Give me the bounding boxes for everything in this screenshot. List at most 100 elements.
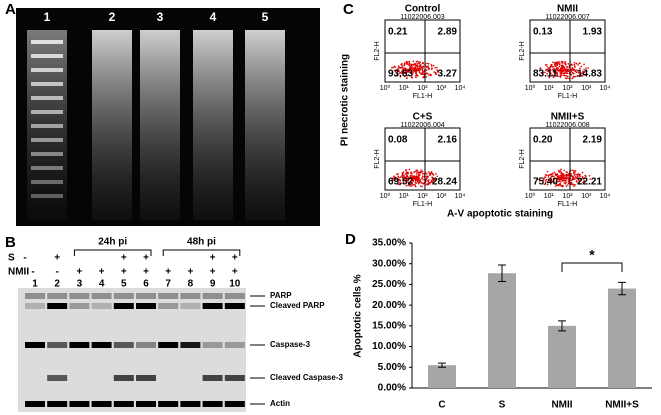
gel-band [31,54,63,58]
event-dot [399,183,401,186]
event-dot [567,70,570,73]
quadrant-value: 93.63 [388,69,413,80]
event-dot [430,65,433,67]
event-dot [564,182,567,185]
gel-band [31,82,63,86]
sign: + [210,253,216,264]
event-dot [416,60,418,63]
event-dot [422,70,425,73]
event-dot [581,175,584,178]
event-dot [430,171,433,173]
event-dot [562,179,564,182]
blot-band [47,342,68,348]
quadrant-value: 0.20 [533,135,553,146]
event-dot [422,182,425,185]
event-dot [435,178,438,180]
event-dot [565,177,567,179]
event-dot [544,176,546,178]
event-dot [421,185,423,188]
quadrant-value: 0.13 [533,27,553,38]
blot-band [136,303,156,309]
event-dot [574,170,577,172]
event-dot [414,176,417,179]
event-dot [561,69,563,71]
y-tick-label: 30.00% [372,258,406,269]
event-dot [574,178,576,180]
event-dot [405,168,407,171]
event-dot [584,177,586,179]
event-dot [402,74,405,76]
event-dot [543,179,545,181]
event-dot [396,173,398,176]
event-dot [556,67,559,69]
event-dot [576,175,579,177]
sign: + [165,267,171,278]
y-tick-label: 25.00% [372,279,406,290]
event-dot [421,177,423,179]
event-dot [570,68,572,71]
lane-number: 7 [165,279,171,290]
event-dot [421,72,423,74]
event-dot [560,61,563,63]
event-dot [407,61,409,63]
event-dot [391,66,393,69]
file-id: 11022006.003 [400,14,444,21]
event-dot [401,70,403,73]
event-dot [546,170,549,173]
event-dot [567,173,569,176]
gel-band [31,180,63,184]
event-dot [421,73,424,76]
event-dot [573,61,576,64]
bar [488,273,516,388]
event-dot [546,183,549,186]
event-dot [436,66,438,69]
gel-band [31,124,63,128]
event-dot [553,171,556,174]
event-dot [410,68,413,70]
event-dot [548,68,551,70]
event-dot [570,73,573,76]
event-dot [566,72,568,75]
blot-band [136,375,156,381]
row-label: S [8,253,15,264]
sign: - [31,267,34,278]
event-dot [406,171,409,174]
event-dot [551,63,553,66]
blot-band [91,342,112,348]
tick-label: 10⁴ [455,193,466,200]
event-dot [412,183,414,186]
quadrant-value: 69.52 [388,177,413,188]
plot-title: Control [405,4,441,15]
event-dot [559,170,562,173]
sign: + [76,267,82,278]
event-dot [562,173,565,175]
event-dot [414,185,417,188]
event-dot [555,182,558,185]
quadrant-value: 0.08 [388,135,408,146]
event-dot [578,180,580,182]
event-dot [570,70,573,73]
gel-band [31,166,63,170]
event-dot [574,75,577,78]
event-dot [432,64,435,67]
gel-smear [92,30,132,220]
event-dot [415,65,418,67]
event-dot [419,178,422,181]
event-dot [407,71,410,73]
event-dot [561,62,564,64]
event-dot [543,183,546,186]
blot-band [47,375,68,381]
event-dot [558,61,560,63]
sign: - [23,253,26,264]
significance: * [589,247,595,263]
event-dot [410,172,413,175]
event-dot [579,173,581,176]
event-dot [582,181,585,183]
event-dot [567,177,570,180]
event-dot [411,185,413,187]
event-dot [575,62,578,65]
axis-label: FL2-H [374,149,381,168]
event-dot [405,63,408,65]
blot-band [202,303,223,309]
event-dot [409,174,412,177]
